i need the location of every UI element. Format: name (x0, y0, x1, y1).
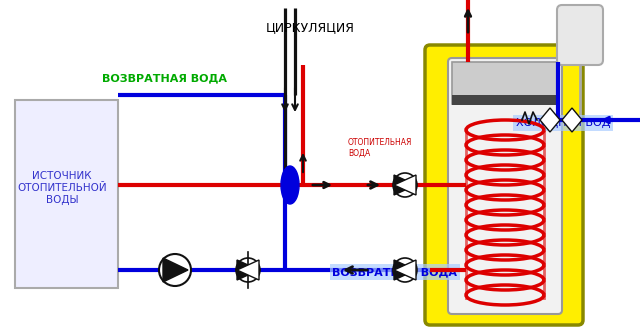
Polygon shape (394, 175, 416, 195)
Circle shape (393, 173, 417, 197)
Text: ОТОПИТЕЛЬНАЯ
ВОДА: ОТОПИТЕЛЬНАЯ ВОДА (348, 138, 412, 158)
FancyBboxPatch shape (557, 5, 603, 65)
Polygon shape (237, 260, 259, 280)
Circle shape (159, 254, 191, 286)
Text: ВОЗВРАТНАЯ ВОДА: ВОЗВРАТНАЯ ВОДА (333, 267, 458, 277)
Text: ЦИРКУЛЯЦИЯ: ЦИРКУЛЯЦИЯ (266, 21, 355, 35)
Polygon shape (163, 258, 188, 282)
FancyBboxPatch shape (448, 58, 562, 314)
Ellipse shape (281, 166, 299, 204)
Polygon shape (540, 108, 560, 132)
Bar (452, 62, 558, 104)
Polygon shape (394, 260, 416, 280)
Text: ХОЛОДНАЯ ВОД: ХОЛОДНАЯ ВОД (516, 118, 610, 128)
Polygon shape (394, 260, 416, 280)
Circle shape (236, 258, 260, 282)
Bar (452, 95, 558, 105)
Polygon shape (562, 108, 582, 132)
Text: ВОЗВРАТНАЯ ВОДА: ВОЗВРАТНАЯ ВОДА (102, 73, 227, 83)
Text: ИСТОЧНИК
ОТОПИТЕЛЬНОЙ
ВОДЫ: ИСТОЧНИК ОТОПИТЕЛЬНОЙ ВОДЫ (17, 171, 107, 205)
Circle shape (393, 258, 417, 282)
Polygon shape (394, 175, 416, 195)
FancyBboxPatch shape (425, 45, 583, 325)
Polygon shape (237, 260, 259, 280)
Bar (15, 100, 118, 288)
